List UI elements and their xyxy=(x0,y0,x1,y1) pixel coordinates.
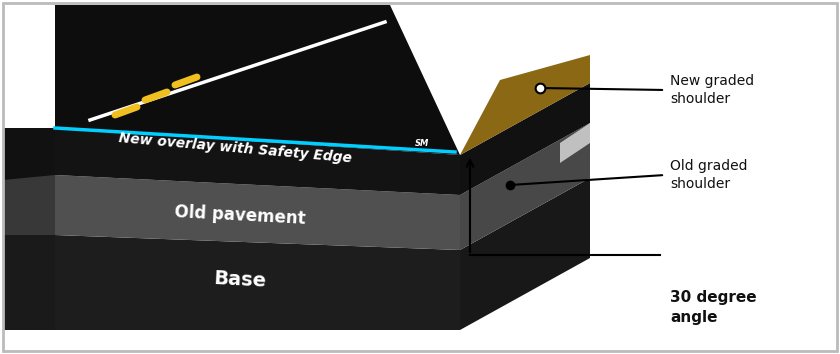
Polygon shape xyxy=(560,123,590,163)
Text: New overlay with Safety Edge: New overlay with Safety Edge xyxy=(118,131,352,165)
Text: Old graded
shoulder: Old graded shoulder xyxy=(670,159,748,191)
Polygon shape xyxy=(3,128,13,330)
Polygon shape xyxy=(460,178,590,330)
Polygon shape xyxy=(55,235,460,330)
Text: 30 degree
angle: 30 degree angle xyxy=(670,290,757,325)
Text: SM: SM xyxy=(415,138,429,148)
Polygon shape xyxy=(55,5,460,155)
Polygon shape xyxy=(460,83,590,195)
Text: Old pavement: Old pavement xyxy=(174,202,306,227)
Polygon shape xyxy=(3,175,55,235)
Polygon shape xyxy=(3,128,55,330)
Polygon shape xyxy=(3,235,55,330)
Polygon shape xyxy=(13,128,23,330)
Polygon shape xyxy=(23,128,33,330)
Polygon shape xyxy=(43,128,53,330)
Polygon shape xyxy=(55,175,460,250)
Text: Base: Base xyxy=(213,269,267,291)
Polygon shape xyxy=(460,0,590,155)
Text: New graded
shoulder: New graded shoulder xyxy=(670,74,754,106)
Polygon shape xyxy=(55,128,460,195)
Polygon shape xyxy=(460,123,590,250)
Polygon shape xyxy=(33,128,43,330)
